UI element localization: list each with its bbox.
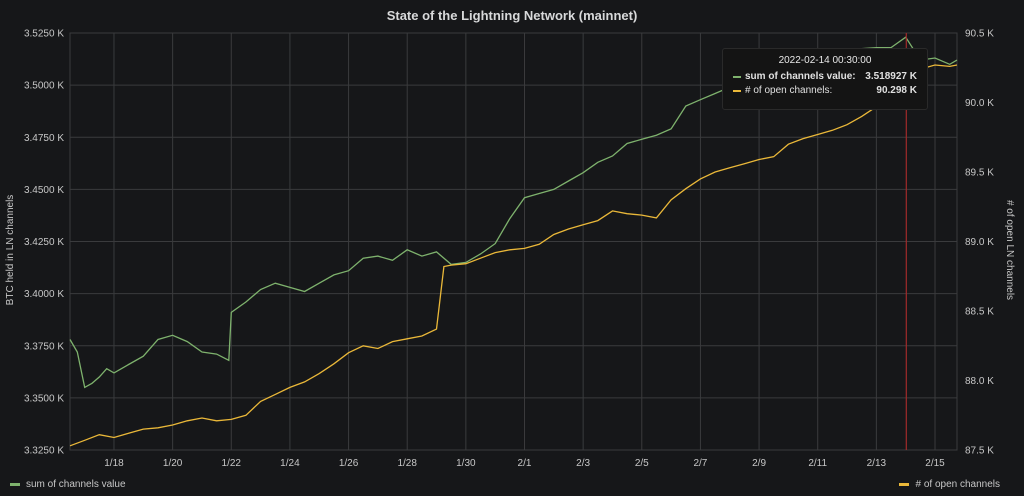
y-left-tick-label: 3.4000 K xyxy=(24,289,64,300)
plot-frame xyxy=(69,32,958,451)
x-tick-label: 1/26 xyxy=(339,458,359,469)
legend-item-open-channels[interactable]: # of open channels xyxy=(899,479,1000,490)
x-tick-label: 1/28 xyxy=(397,458,417,469)
tooltip-row-channels-value: sum of channels value: 3.518927 K xyxy=(733,71,917,82)
y-left-tick-label: 3.5250 K xyxy=(24,29,64,40)
y-left-tick-label: 3.4500 K xyxy=(24,185,64,196)
y-right-tick-label: 89.5 K xyxy=(965,168,994,179)
x-tick-label: 1/22 xyxy=(222,458,242,469)
y-left-tick-label: 3.3750 K xyxy=(24,341,64,352)
y-axis-left-title: BTC held in LN channels xyxy=(5,195,16,306)
x-tick-label: 1/30 xyxy=(456,458,476,469)
y-right-tick-label: 87.5 K xyxy=(965,446,994,457)
y-right-tick-label: 88.0 K xyxy=(965,376,994,387)
tooltip-label: # of open channels: xyxy=(745,85,833,96)
y-right-tick-label: 90.0 K xyxy=(965,98,994,109)
legend-swatch xyxy=(899,483,910,486)
x-tick-label: 1/18 xyxy=(104,458,124,469)
legend-swatch xyxy=(10,483,20,486)
chart-title: State of the Lightning Network (mainnet) xyxy=(386,8,638,23)
hover-tooltip: 2022-02-14 00:30:00 sum of channels valu… xyxy=(722,48,928,110)
tooltip-value: 3.518927 K xyxy=(865,71,917,82)
y-right-tick-label: 89.0 K xyxy=(965,237,994,248)
series-line-open-channels xyxy=(69,60,958,447)
y-left-tick-label: 3.5000 K xyxy=(24,81,64,92)
tooltip-timestamp: 2022-02-14 00:30:00 xyxy=(778,55,872,66)
x-tick-label: 1/24 xyxy=(280,458,300,469)
legend-label: # of open channels xyxy=(915,479,1000,490)
legend-label: sum of channels value xyxy=(26,479,126,490)
y-right-tick-label: 88.5 K xyxy=(965,307,994,318)
x-tick-label: 2/5 xyxy=(635,458,649,469)
tooltip-swatch xyxy=(733,89,741,92)
x-tick-label: 2/15 xyxy=(925,458,945,469)
x-tick-label: 2/1 xyxy=(518,458,532,469)
x-tick-label: 2/9 xyxy=(752,458,766,469)
legend-item-channels-value[interactable]: sum of channels value xyxy=(10,479,126,490)
y-left-tick-label: 3.3250 K xyxy=(24,446,64,457)
y-left-tick-label: 3.4250 K xyxy=(24,237,64,248)
x-tick-label: 2/11 xyxy=(808,458,827,469)
x-tick-label: 2/7 xyxy=(693,458,707,469)
tooltip-label: sum of channels value: xyxy=(745,71,856,82)
tooltip-value: 90.298 K xyxy=(876,85,917,96)
tooltip-swatch xyxy=(733,75,741,78)
x-tick-label: 2/3 xyxy=(576,458,590,469)
x-tick-label: 1/20 xyxy=(163,458,183,469)
tooltip-row-open-channels: # of open channels: 90.298 K xyxy=(733,85,917,96)
y-left-tick-label: 3.4750 K xyxy=(24,133,64,144)
x-tick-label: 2/13 xyxy=(867,458,887,469)
y-right-tick-label: 90.5 K xyxy=(965,29,994,40)
y-left-tick-label: 3.3500 K xyxy=(24,393,64,404)
y-axis-right-title: # of open LN channels xyxy=(1004,200,1015,300)
axis-ticks: 3.3250 K 3.3500 K 3.3750 K 3.4000 K 3.4250 K… xyxy=(24,29,994,470)
